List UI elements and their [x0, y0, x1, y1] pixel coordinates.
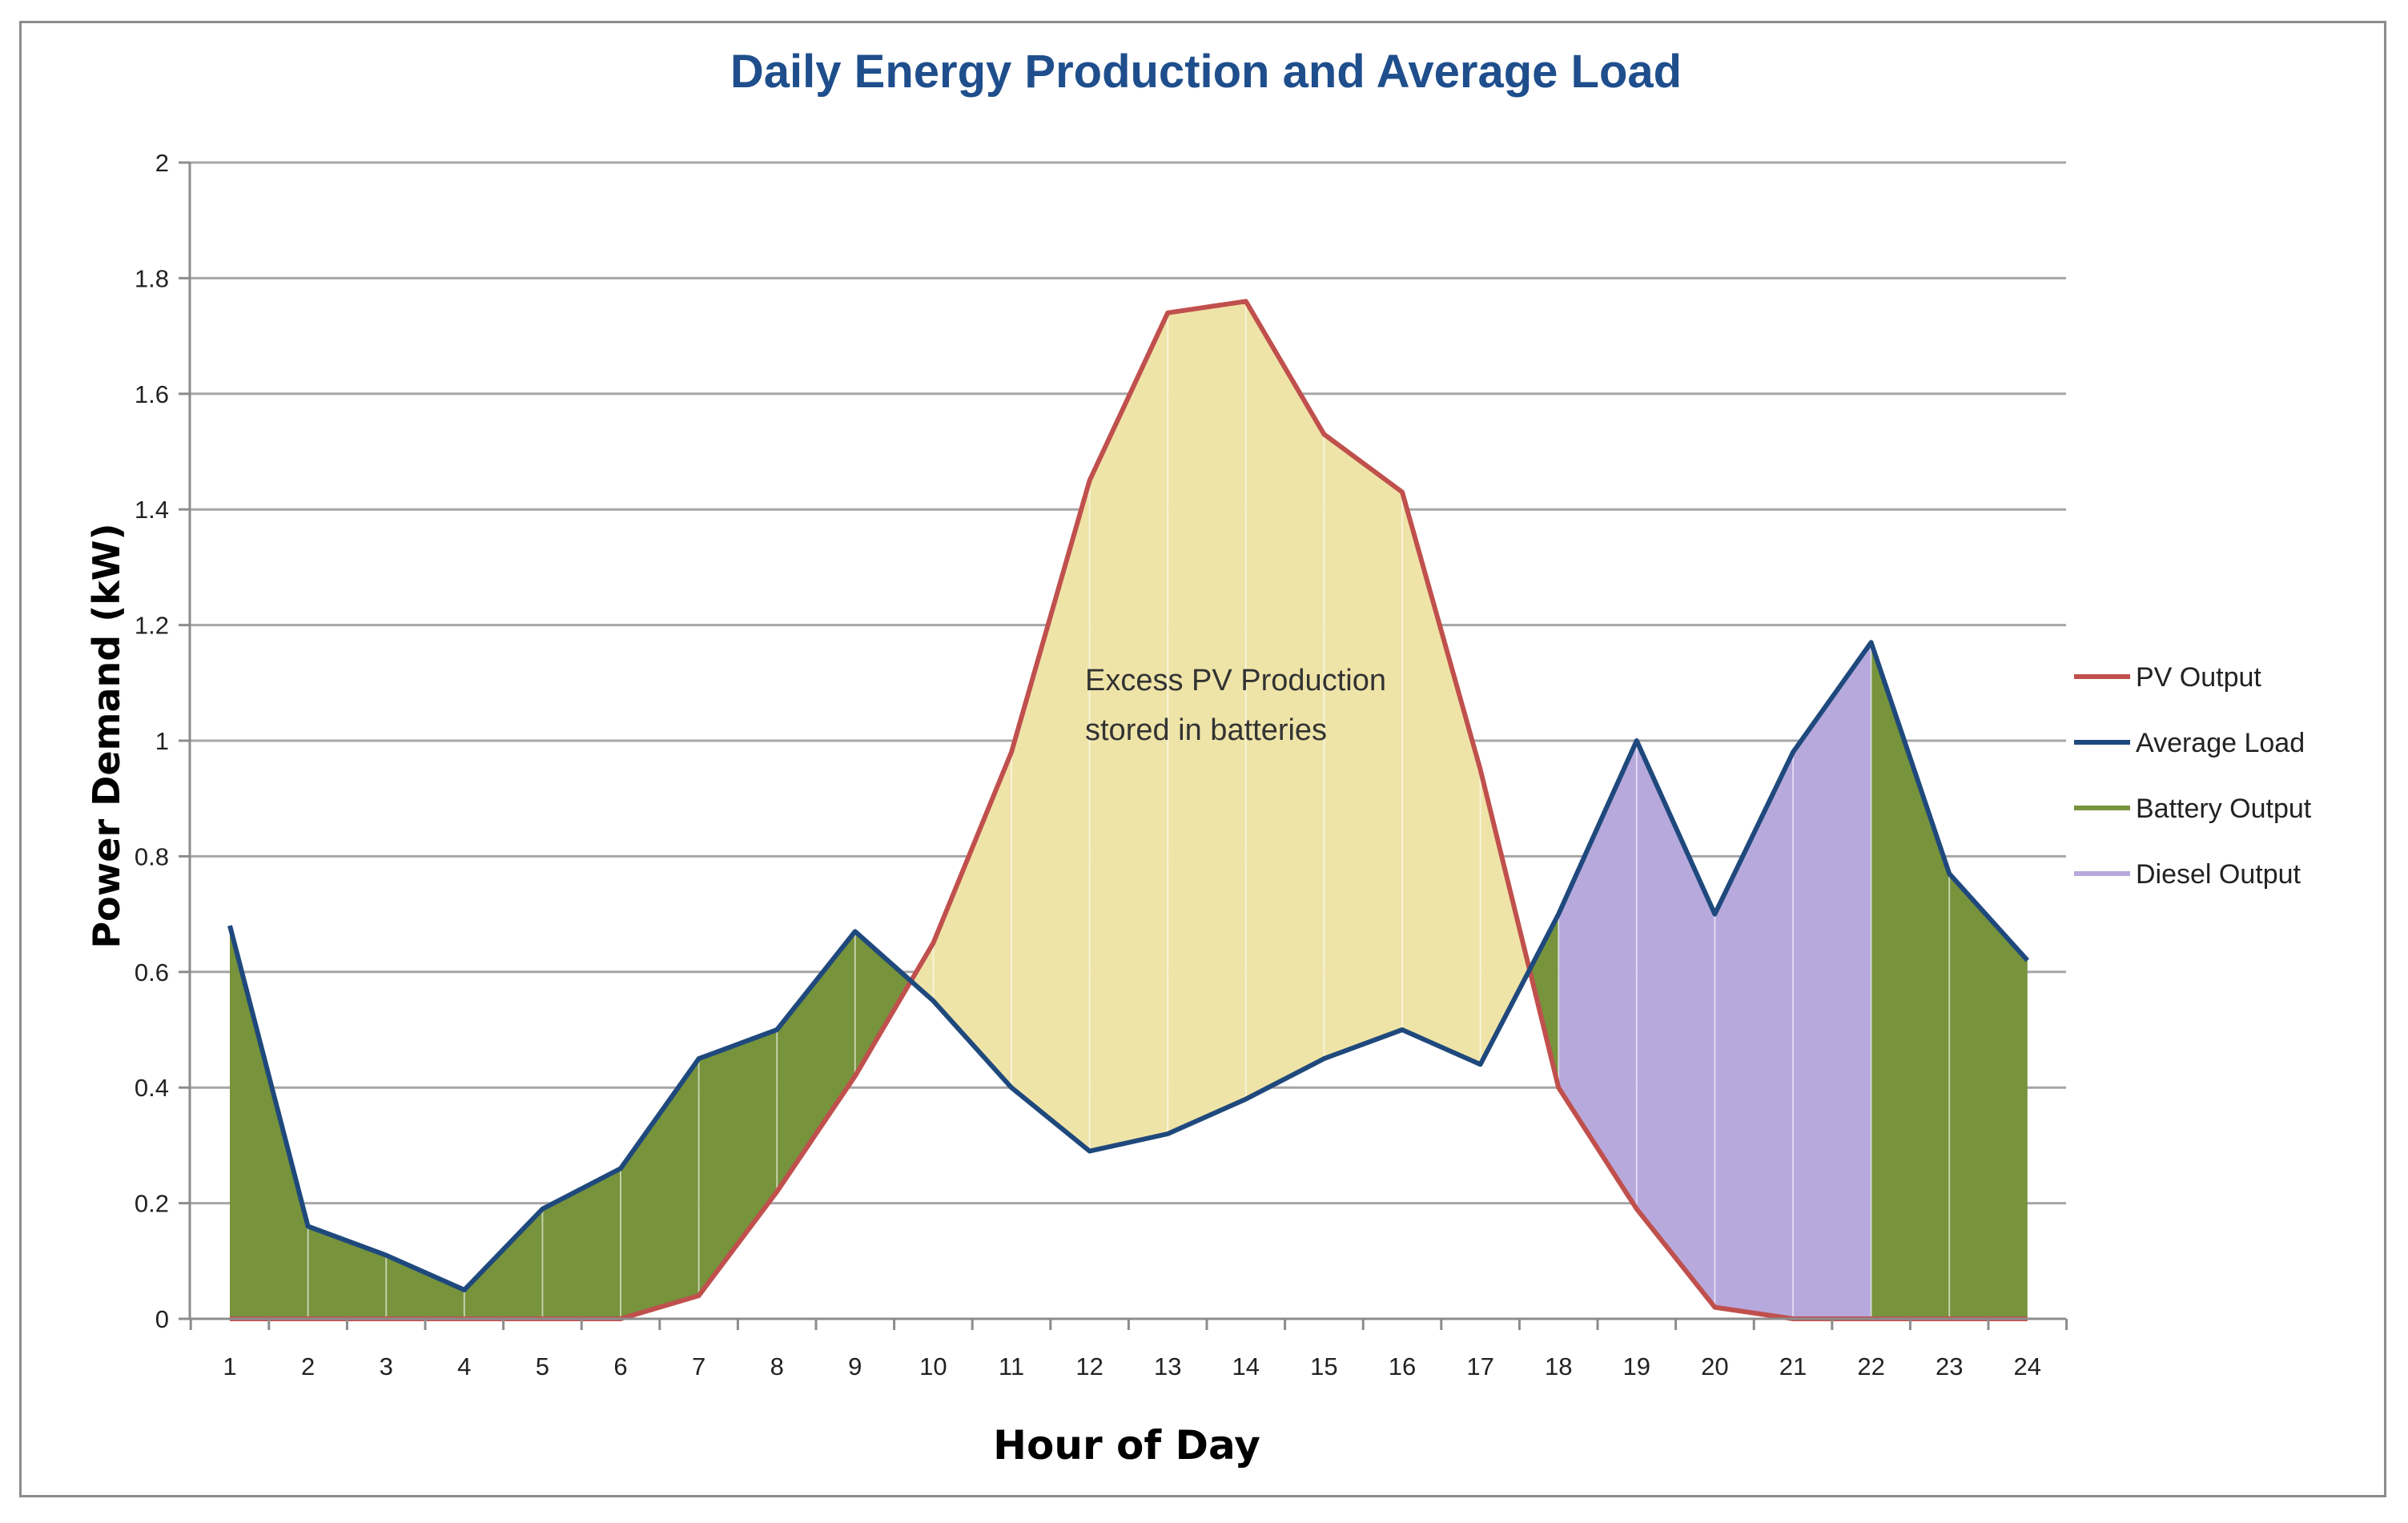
x-tick-label: 7: [692, 1352, 706, 1380]
excess-pv-annotation-line2: stored in batteries: [1085, 713, 1327, 747]
x-tick-label: 23: [1936, 1352, 1963, 1380]
y-tick-label: 1: [155, 727, 169, 755]
area-segment: [1636, 741, 1715, 1308]
x-tick-label: 6: [613, 1352, 627, 1380]
x-tick-label: 12: [1075, 1352, 1103, 1380]
x-tick-label: 20: [1701, 1352, 1728, 1380]
hour-separators: [307, 301, 1951, 1319]
y-tick-label: 1.4: [135, 496, 169, 524]
y-tick-label: 0.4: [135, 1074, 169, 1102]
area-segment: [933, 752, 1011, 1088]
area-segment: [230, 926, 308, 1319]
area-segment: [1168, 301, 1246, 1134]
area-segment: [698, 1030, 778, 1296]
y-tick-label: 1.8: [135, 264, 169, 292]
legend-label-average-load: Average Load: [2136, 728, 2305, 758]
axes: [179, 161, 2068, 1330]
y-tick-label: 0.8: [135, 842, 169, 870]
area-segment: [621, 1059, 699, 1319]
y-tick-labels: 0 0.2 0.4 0.6 0.8 1 1.2 1.4 1.6 1.8 2: [135, 149, 169, 1333]
x-tick-label: 3: [380, 1352, 393, 1380]
y-axis-label: Power Demand (kW): [85, 523, 128, 948]
x-tick-label: 18: [1545, 1352, 1572, 1380]
legend-label-diesel-output: Diesel Output: [2136, 859, 2301, 890]
area-segment: [1793, 642, 1871, 1319]
y-tick-label: 0: [155, 1305, 169, 1333]
legend-label-battery-output: Battery Output: [2136, 794, 2312, 824]
average-load-line: [227, 640, 2030, 1292]
area-segment: [777, 931, 855, 1192]
legend-label-pv-output: PV Output: [2136, 662, 2261, 693]
area-segment: [1089, 312, 1168, 1151]
area-segment: [386, 1255, 464, 1319]
area-segment: [464, 1208, 543, 1319]
x-tick-label: 17: [1466, 1352, 1493, 1380]
area-segment: [1402, 492, 1481, 1065]
legend: PV Output Average Load Battery Output Di…: [2074, 662, 2312, 890]
area-segment: [1949, 874, 2028, 1319]
x-tick-label: 24: [2014, 1352, 2041, 1380]
x-tick-label: 19: [1623, 1352, 1650, 1380]
area-fills: [230, 301, 2028, 1319]
x-tick-label: 22: [1857, 1352, 1884, 1380]
area-segment: [854, 931, 911, 1076]
y-tick-label: 0.2: [135, 1190, 169, 1218]
x-tick-label: 11: [999, 1352, 1024, 1380]
x-tick-label: 9: [848, 1352, 862, 1380]
x-tick-labels: 1 2 3 4 5 6 7 8 9 10 11 12 13 14 15 16 17 18 19 20 21 22 23 24: [223, 1352, 2041, 1380]
x-axis-label: Hour of Day: [993, 1422, 1260, 1469]
area-segment: [542, 1168, 621, 1319]
x-tick-label: 5: [536, 1352, 549, 1380]
x-tick-label: 4: [457, 1352, 471, 1380]
area-segment: [1558, 741, 1637, 1209]
area-segment: [1871, 642, 1950, 1319]
x-tick-label: 21: [1779, 1352, 1807, 1380]
area-segment: [1011, 480, 1090, 1151]
x-tick-label: 10: [919, 1352, 947, 1380]
area-segment: [1324, 434, 1402, 1059]
y-tick-label: 1.6: [135, 380, 169, 408]
area-segment: [911, 942, 934, 1001]
x-tick-label: 15: [1310, 1352, 1337, 1380]
x-tick-label: 2: [301, 1352, 315, 1380]
x-tick-label: 1: [223, 1352, 236, 1380]
y-tick-label: 0.6: [135, 958, 169, 987]
x-tick-label: 16: [1389, 1352, 1416, 1380]
x-tick-label: 8: [770, 1352, 784, 1380]
area-segment: [1245, 301, 1325, 1099]
energy-chart: 00.20.40.60.811.21.41.61.82 1 2 3 4 5 6 7 8 9 10 1…: [85, 46, 2312, 1469]
excess-pv-annotation-line1: Excess PV Production: [1085, 664, 1386, 697]
y-tick-label: 2: [155, 149, 169, 177]
chart-title: Daily Energy Production and Average Load: [730, 46, 1682, 98]
chart-frame: 0 0.2 0.4 0.6 0.8 1 1.2 1.4 1.6 1.8 2 1 2 3 4 5 6 7 8 9 10 1…: [19, 21, 2386, 1497]
area-segment: [1715, 752, 1793, 1319]
x-tick-label: 14: [1232, 1352, 1260, 1380]
x-tick-label: 13: [1154, 1352, 1181, 1380]
y-tick-label: 1.2: [135, 612, 169, 640]
